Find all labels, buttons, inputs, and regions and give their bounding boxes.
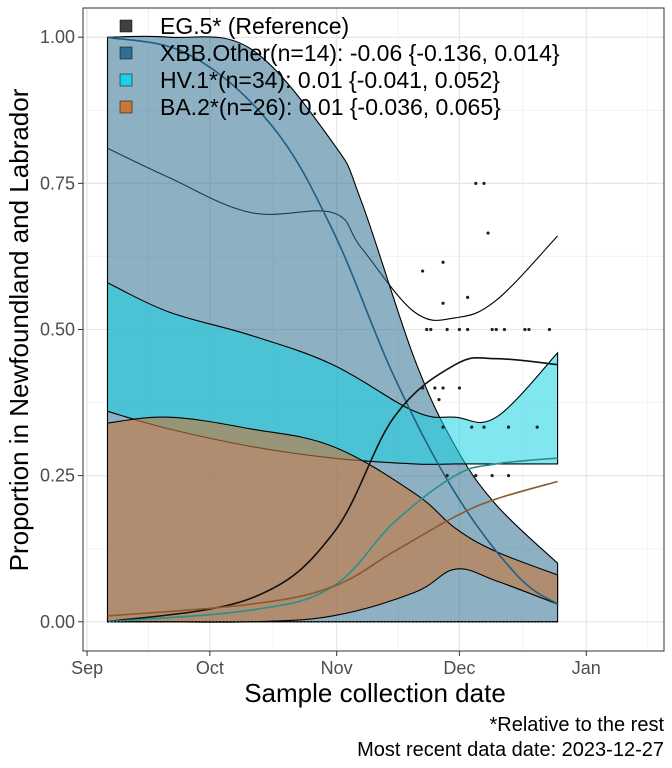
- fit-line-ba-2: [107, 480, 558, 617]
- fitted-lines: [107, 36, 559, 623]
- observed-point: [523, 327, 527, 332]
- observed-point: [502, 327, 507, 332]
- observed-points: [420, 181, 552, 478]
- observed-point: [482, 425, 486, 429]
- observed-point: [535, 425, 539, 429]
- legend-label-eg-5: EG.5* (Reference): [160, 13, 349, 39]
- y-tick-label: 1.00: [40, 27, 75, 47]
- x-tick-label: Sep: [71, 658, 103, 678]
- legend-label-ba-2: BA.2*(n=26): 0.01 {-0.036, 0.065}: [160, 94, 501, 120]
- fit-line-eg-5: [107, 356, 558, 623]
- observed-point: [494, 327, 498, 332]
- observed-point: [470, 425, 474, 429]
- legend-label-xbb-other: XBB.Other(n=14): -0.06 {-0.136, 0.014}: [160, 40, 560, 66]
- observed-point: [420, 269, 425, 273]
- y-axis-title: Proportion in Newfoundland and Labrador: [4, 88, 34, 571]
- fit-line-hv-1: [107, 457, 558, 623]
- observed-point: [425, 327, 429, 332]
- observed-point: [429, 327, 433, 332]
- legend-swatch-eg-5: [119, 19, 133, 33]
- y-tick-label: 0.00: [40, 612, 75, 632]
- x-tick-label: Oct: [196, 658, 224, 678]
- observed-point: [474, 181, 478, 185]
- observed-point: [420, 386, 425, 390]
- observed-point: [441, 425, 445, 429]
- observed-point: [445, 327, 449, 332]
- legend-label-hv-1: HV.1*(n=34): 0.01 {-0.041, 0.052}: [160, 67, 500, 93]
- observed-point: [457, 327, 462, 332]
- y-tick-label: 0.50: [40, 320, 75, 340]
- x-axis-title: Sample collection date: [244, 678, 506, 708]
- caption-recent-date: Most recent data date: 2023-12-27: [357, 739, 664, 761]
- observed-point: [490, 327, 494, 332]
- legend-swatch-ba-2: [119, 100, 133, 114]
- observed-point: [486, 231, 490, 235]
- observed-point: [466, 295, 470, 299]
- observed-point: [441, 260, 445, 264]
- fit-line-xbb-other: [107, 36, 559, 605]
- observed-point: [437, 398, 441, 402]
- observed-point: [457, 386, 462, 390]
- observed-point: [506, 425, 511, 429]
- x-axis-ticks: Sep Oct Nov Dec Jan: [71, 651, 601, 678]
- observed-point: [466, 327, 470, 332]
- observed-point: [547, 327, 552, 332]
- observed-point: [441, 301, 445, 305]
- observed-point: [482, 181, 486, 185]
- y-tick-label: 0.75: [40, 173, 75, 193]
- observed-point: [445, 474, 449, 478]
- x-tick-label: Dec: [443, 658, 475, 678]
- caption-relative-note: *Relative to the rest: [489, 714, 664, 736]
- observed-point: [474, 474, 478, 478]
- legend-swatch-hv-1: [119, 73, 133, 87]
- observed-point: [433, 386, 437, 390]
- x-tick-label: Jan: [572, 658, 601, 678]
- observed-point: [506, 474, 511, 478]
- y-tick-label: 0.25: [40, 466, 75, 486]
- observed-point: [441, 386, 445, 390]
- observed-point: [527, 327, 531, 332]
- observed-point: [490, 474, 494, 478]
- legend-swatch-xbb-other: [119, 46, 133, 60]
- x-tick-label: Nov: [321, 658, 353, 678]
- y-axis-ticks: 0.00 0.25 0.50 0.75 1.00: [40, 27, 83, 632]
- legend: EG.5* (Reference)XBB.Other(n=14): -0.06 …: [119, 13, 560, 120]
